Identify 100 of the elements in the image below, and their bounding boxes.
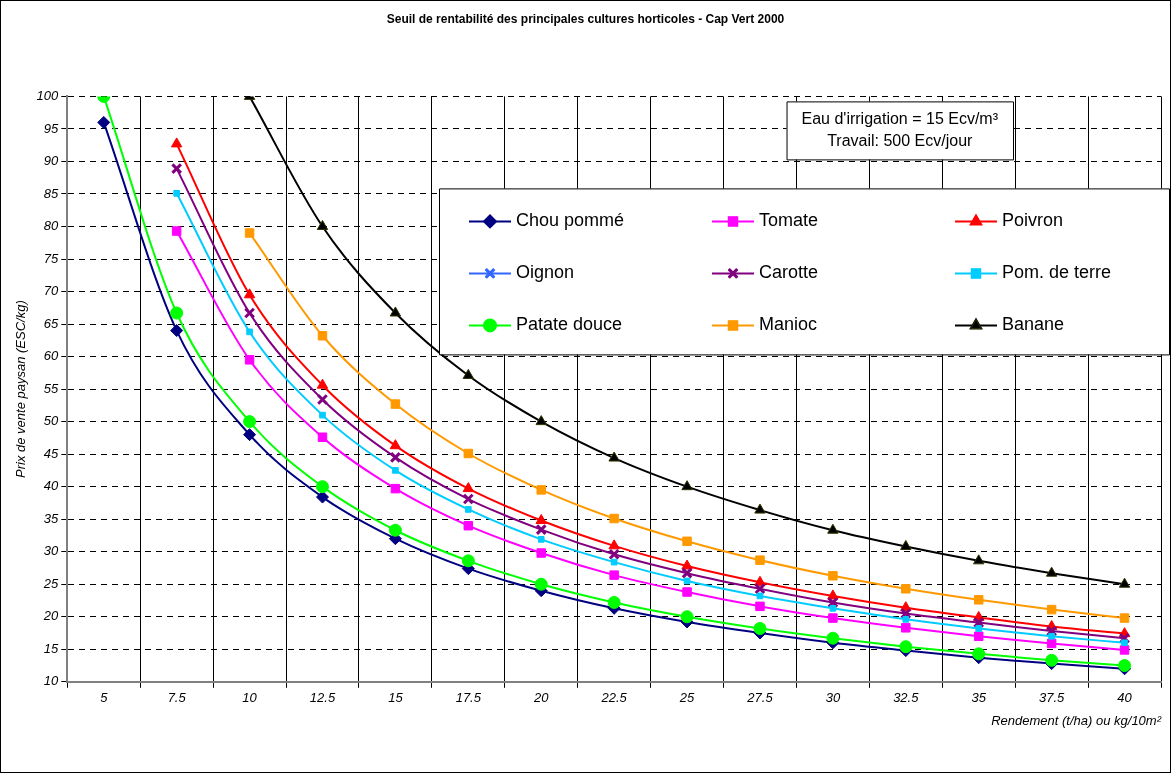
point <box>1048 632 1055 640</box>
x-tick-label: 30 <box>825 690 841 706</box>
point <box>754 583 766 595</box>
point <box>608 451 620 462</box>
x-tick-label: 10 <box>242 690 258 706</box>
point <box>389 451 402 464</box>
point <box>828 571 838 581</box>
point <box>826 631 840 645</box>
point <box>1121 639 1128 647</box>
point <box>319 411 326 419</box>
point <box>681 559 693 570</box>
legend-label: Patate douce <box>516 314 623 335</box>
y-tick-label: 100 <box>36 88 60 104</box>
x-tick-label: 40 <box>1117 690 1133 706</box>
y-tick-label: 70 <box>43 283 60 299</box>
y-tick-label: 60 <box>43 348 60 364</box>
legend-label: Banane <box>1002 314 1065 335</box>
point <box>754 575 766 586</box>
point <box>609 570 619 580</box>
point <box>462 368 475 379</box>
point <box>1119 613 1130 623</box>
point <box>754 503 766 514</box>
annotation: Eau d'irrigation = 15 Ecv/m³ <box>801 109 999 127</box>
point <box>902 616 910 623</box>
legend-label: Poivron <box>1002 210 1064 231</box>
point <box>462 493 475 505</box>
point <box>537 536 545 543</box>
y-tick-label: 95 <box>43 120 60 136</box>
point <box>461 554 475 568</box>
point <box>388 523 402 537</box>
y-tick-label: 35 <box>43 510 60 526</box>
point <box>243 307 256 319</box>
point <box>97 115 111 129</box>
annotation: Travail: 500 Ecv/jour <box>827 131 974 149</box>
point <box>900 607 912 620</box>
point <box>1118 632 1131 644</box>
point <box>535 415 547 426</box>
point <box>1119 645 1130 655</box>
x-tick-label: 37.5 <box>1038 690 1066 706</box>
point <box>390 483 401 494</box>
point <box>901 623 911 633</box>
point <box>536 548 546 558</box>
x-tick-label: 22.5 <box>600 690 628 706</box>
point <box>316 378 329 389</box>
point <box>609 513 619 524</box>
point <box>608 539 620 550</box>
legend-label: Pom. de terre <box>1002 262 1112 283</box>
y-tick-label: 75 <box>43 250 60 266</box>
point <box>1045 566 1058 577</box>
legend-label: Carotte <box>759 262 819 283</box>
point <box>899 640 913 654</box>
point <box>683 577 691 585</box>
point <box>317 331 328 341</box>
point <box>900 540 912 551</box>
point <box>536 485 546 495</box>
point <box>681 480 693 491</box>
y-tick-label: 20 <box>42 608 60 624</box>
y-tick-label: 30 <box>43 543 60 559</box>
point <box>680 610 694 624</box>
point <box>682 587 692 597</box>
point <box>829 604 837 612</box>
point <box>316 219 329 230</box>
point <box>170 306 184 320</box>
y-tick-label: 90 <box>43 153 60 169</box>
point <box>464 506 472 513</box>
legend-label: Tomate <box>759 210 819 231</box>
x-tick-label: 15 <box>388 690 404 706</box>
point <box>392 467 399 474</box>
point <box>389 306 402 317</box>
point <box>246 328 253 336</box>
point <box>243 428 257 442</box>
point <box>170 324 184 338</box>
point <box>682 536 692 547</box>
point <box>1045 653 1059 667</box>
x-tick-label: 32.5 <box>893 690 920 706</box>
point <box>755 601 765 612</box>
point <box>973 595 984 605</box>
point <box>170 137 183 148</box>
x-tick-label: 17.5 <box>455 690 482 706</box>
x-tick-label: 12.5 <box>309 690 336 706</box>
point <box>972 616 985 629</box>
point <box>972 647 986 661</box>
point <box>753 621 767 635</box>
point <box>315 480 329 494</box>
x-tick-label: 25 <box>678 690 696 706</box>
chart-title: Seuil de rentabilité des principales cultures horticoles - Cap Vert 2000 <box>386 11 785 26</box>
point <box>973 631 984 642</box>
point <box>463 520 474 531</box>
point <box>827 523 839 534</box>
point <box>901 584 911 594</box>
x-tick-label: 20 <box>533 690 550 706</box>
point <box>315 490 329 504</box>
point <box>610 558 618 566</box>
point <box>390 399 401 409</box>
point <box>755 555 765 565</box>
point <box>681 567 693 579</box>
point <box>243 288 256 299</box>
y-tick-label: 65 <box>43 315 60 331</box>
point <box>244 355 255 365</box>
y-axis-title: Prix de vente paysan (ESC/kg) <box>13 300 29 478</box>
